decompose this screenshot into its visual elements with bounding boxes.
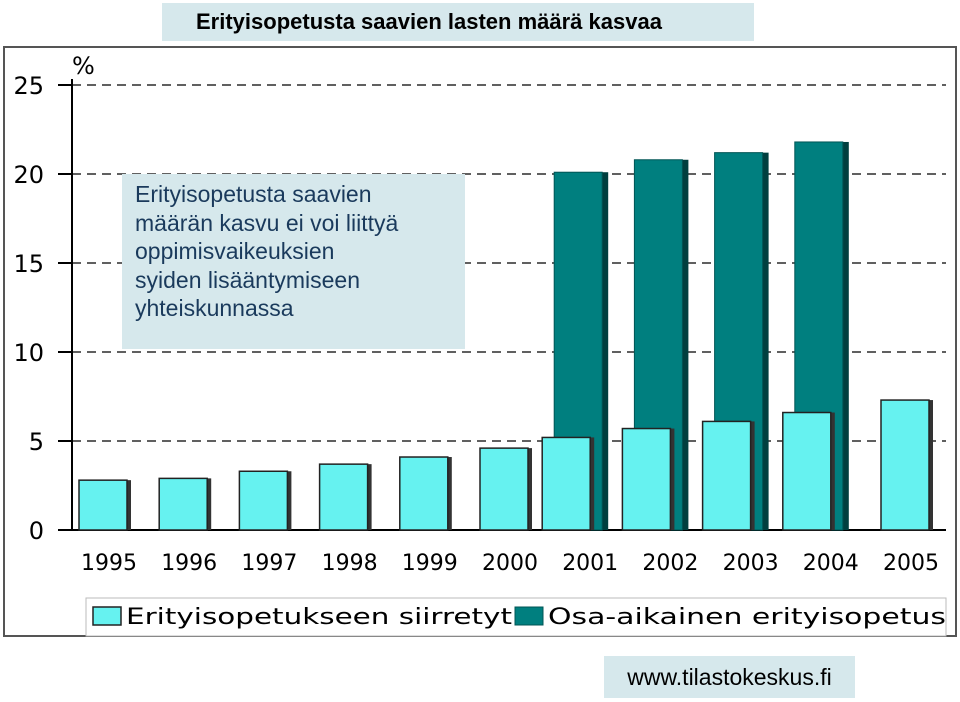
legend-swatch-series2 bbox=[514, 606, 544, 626]
bar-series1 bbox=[399, 456, 449, 531]
y-axis-label: % bbox=[72, 52, 95, 80]
y-tick-label: 0 bbox=[29, 517, 44, 545]
x-tick-label: 2000 bbox=[482, 551, 538, 576]
bar-shadow bbox=[762, 152, 769, 530]
bar-shadow bbox=[602, 172, 609, 530]
y-tick-label: 20 bbox=[13, 161, 44, 189]
x-tick-label: 1996 bbox=[161, 551, 217, 576]
source-label: www.tilastokeskus.fi bbox=[604, 656, 855, 698]
bar-shadow bbox=[682, 159, 689, 530]
bar-shadow bbox=[842, 141, 849, 530]
annotation-box: Erityisopetusta saavien määrän kasvu ei … bbox=[122, 174, 465, 349]
bar-shadow bbox=[670, 428, 675, 530]
bar-series1 bbox=[479, 447, 529, 531]
legend-swatch-series1 bbox=[92, 606, 122, 626]
bar-shadow bbox=[447, 457, 452, 530]
bar-series1 bbox=[701, 420, 752, 531]
x-tick-label: 1998 bbox=[322, 551, 378, 576]
bar-series1 bbox=[238, 470, 289, 531]
bar-series1 bbox=[541, 436, 591, 531]
y-tick-label: 5 bbox=[29, 428, 44, 456]
bar-shadow bbox=[750, 421, 755, 530]
chart-svg: 0 5 10 15 20 25% 1995 1996 1997 1998 1999 2000 2001 2… bbox=[13, 52, 947, 637]
bar-shadow bbox=[929, 400, 933, 530]
x-tick-label: 2003 bbox=[723, 551, 779, 576]
x-tick-label: 2005 bbox=[883, 551, 939, 576]
x-tick-label: 2002 bbox=[642, 551, 698, 576]
y-tick-label: 25 bbox=[13, 72, 44, 100]
x-tick-label: 1997 bbox=[241, 551, 297, 576]
bar-series1 bbox=[782, 411, 832, 531]
bar-series1 bbox=[318, 463, 369, 531]
bar-shadow bbox=[287, 471, 292, 530]
bar-series1 bbox=[621, 427, 672, 531]
bar-shadow bbox=[830, 412, 835, 530]
legend-label-series1: Erityisopetukseen siirretyt bbox=[126, 605, 512, 630]
annotation-line: oppimisvaikeuksien bbox=[135, 238, 335, 264]
annotation-line: määrän kasvu ei voi liittyä bbox=[135, 209, 399, 236]
x-tick-label: 1999 bbox=[402, 551, 458, 576]
bar-shadow bbox=[367, 464, 372, 530]
annotation-line: syiden lisääntymiseen bbox=[135, 266, 361, 293]
bar-shadow bbox=[590, 437, 595, 530]
bar-series1 bbox=[158, 477, 208, 531]
annotation-line: yhteiskunnassa bbox=[135, 295, 294, 321]
bar-series1 bbox=[880, 399, 930, 531]
bar-shadow bbox=[127, 480, 131, 530]
bar-shadow bbox=[528, 448, 532, 530]
legend-label-series2: Osa-aikainen erityisopetus bbox=[548, 605, 946, 630]
bar-shadow bbox=[207, 478, 212, 530]
annotation-line: Erityisopetusta saavien bbox=[135, 181, 372, 207]
x-tick-label: 1995 bbox=[81, 551, 137, 576]
chart-title: Erityisopetusta saavien lasten määrä kas… bbox=[162, 3, 754, 41]
bar-series1 bbox=[78, 479, 128, 531]
x-tick-label: 2004 bbox=[803, 551, 859, 576]
y-tick-label: 15 bbox=[13, 250, 44, 278]
y-tick-label: 10 bbox=[13, 339, 44, 367]
x-tick-label: 2001 bbox=[562, 551, 618, 576]
